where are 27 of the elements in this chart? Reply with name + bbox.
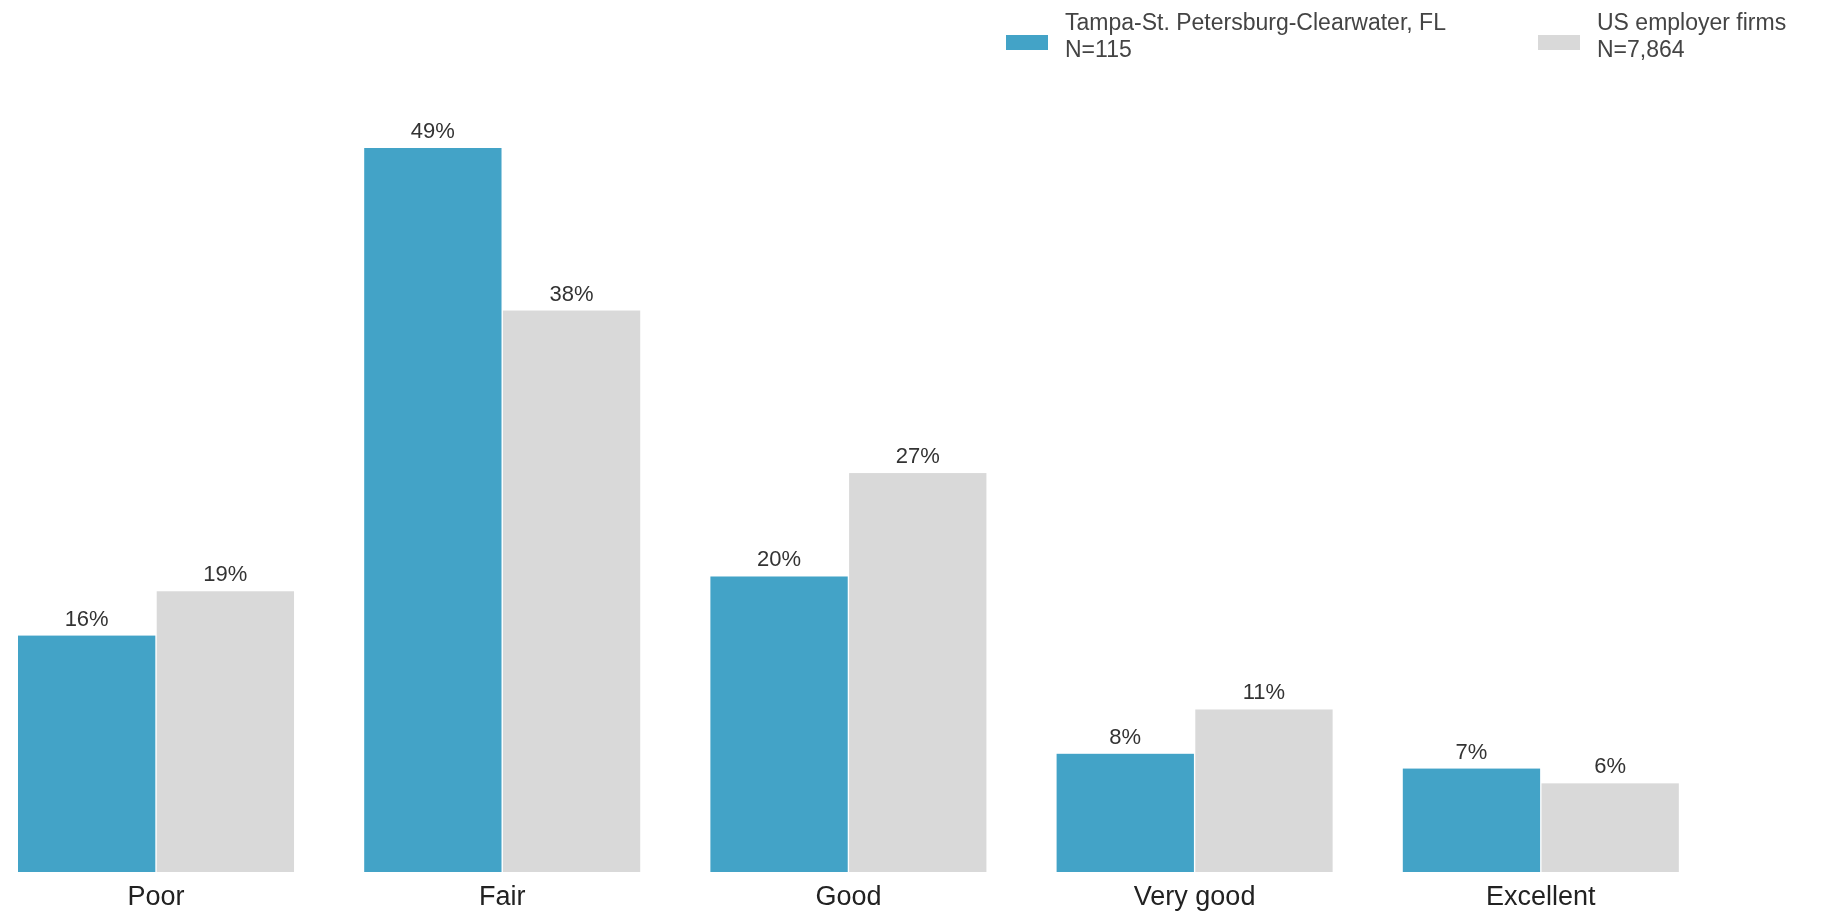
data-label: 6% xyxy=(1594,753,1627,779)
data-label: 49% xyxy=(410,118,455,143)
x-tick-label: Poor xyxy=(127,881,185,911)
bar xyxy=(18,635,156,872)
data-label: 38% xyxy=(549,280,594,306)
data-label: 20% xyxy=(757,546,802,572)
bar xyxy=(849,473,987,872)
x-tick-label: Excellent xyxy=(1486,881,1597,911)
x-tick-label: Fair xyxy=(478,881,526,911)
bar xyxy=(156,591,295,872)
data-label: 27% xyxy=(895,443,940,469)
data-label: 16% xyxy=(64,605,109,631)
bar xyxy=(1402,768,1541,872)
bar xyxy=(502,310,641,872)
bar xyxy=(1056,753,1194,872)
legend-label: US employer firms N=7,864 xyxy=(1597,9,1787,62)
legend-label: Tampa-St. Petersburg-Clearwater, FL N=115 xyxy=(1065,9,1447,62)
x-tick-label: Good xyxy=(815,881,882,911)
bar xyxy=(364,148,502,872)
bar xyxy=(1541,783,1679,872)
bar xyxy=(1195,709,1333,872)
data-label: 11% xyxy=(1242,679,1286,705)
data-label: 19% xyxy=(203,561,248,587)
data-label: 7% xyxy=(1455,738,1488,764)
x-tick-label: Very good xyxy=(1133,881,1256,911)
bar xyxy=(710,576,848,872)
data-label: 8% xyxy=(1109,723,1142,749)
